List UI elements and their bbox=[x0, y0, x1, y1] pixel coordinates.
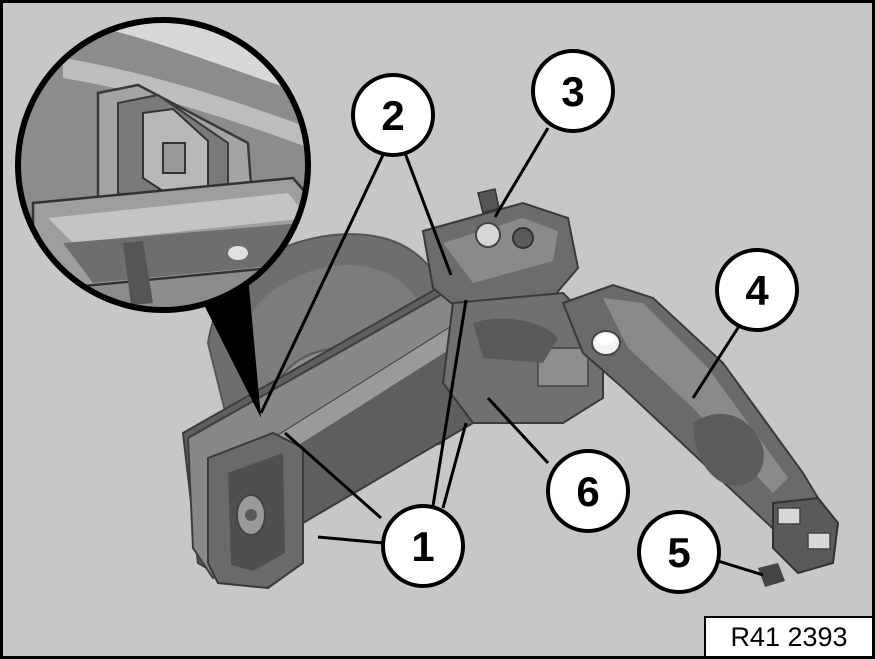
callout-2-label: 2 bbox=[381, 92, 404, 139]
leader-line-1b bbox=[431, 299, 468, 507]
callout-6-label: 6 bbox=[576, 468, 599, 515]
figure-reference-code: R41 2393 bbox=[704, 616, 872, 656]
callout-5: 5 bbox=[637, 510, 721, 594]
leader-line-4 bbox=[691, 319, 745, 399]
callout-4: 4 bbox=[715, 248, 799, 332]
leader-line-2b bbox=[403, 152, 453, 276]
callout-1-label: 1 bbox=[411, 523, 434, 570]
callout-3: 3 bbox=[531, 49, 615, 133]
leader-line-1a bbox=[284, 431, 382, 520]
callout-3-label: 3 bbox=[561, 68, 584, 115]
leader-line-3 bbox=[493, 127, 550, 218]
callouts: 2 3 4 6 1 5 bbox=[351, 49, 799, 594]
leader-line-1c bbox=[441, 422, 468, 509]
component-illustration: 2 3 4 6 1 5 bbox=[15, 17, 840, 594]
leader-line-1d bbox=[317, 535, 384, 545]
leader-line-6 bbox=[486, 396, 550, 465]
callout-2: 2 bbox=[351, 73, 435, 157]
magnified-detail bbox=[15, 17, 311, 313]
callout-5-label: 5 bbox=[667, 529, 690, 576]
leader-lines bbox=[259, 127, 764, 577]
leader-line-2a bbox=[259, 154, 385, 414]
callout-4-label: 4 bbox=[745, 267, 769, 314]
callout-6: 6 bbox=[546, 449, 630, 533]
component-body bbox=[181, 188, 840, 590]
leader-line-5 bbox=[717, 559, 764, 577]
callout-1: 1 bbox=[381, 504, 465, 588]
